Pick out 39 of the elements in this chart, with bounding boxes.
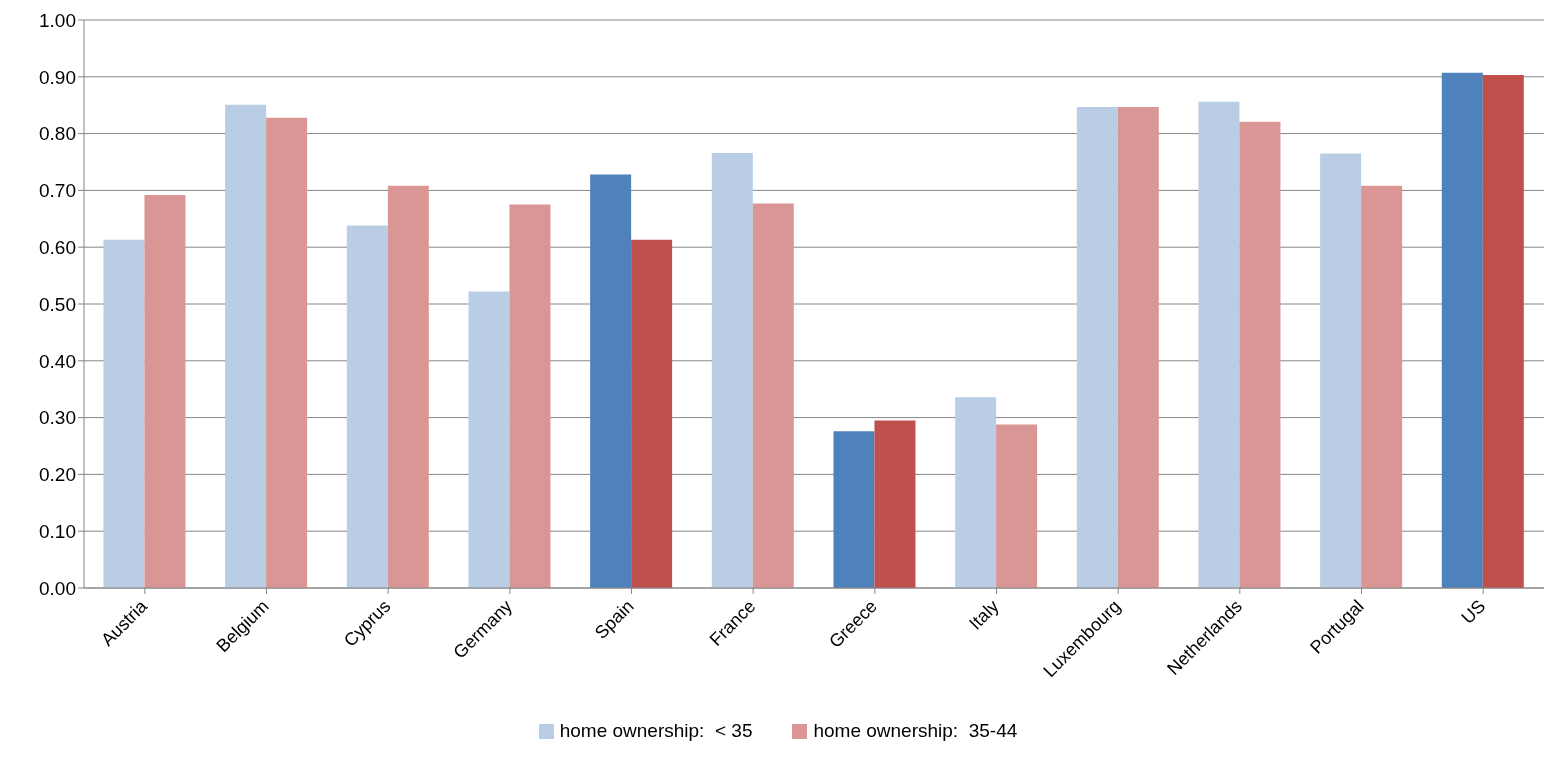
y-tick-label: 0.20 <box>39 464 76 486</box>
bar <box>874 420 916 588</box>
bar <box>711 152 753 588</box>
x-tick-label: Italy <box>965 596 1003 634</box>
bar <box>631 239 673 588</box>
bar <box>509 204 551 588</box>
bar <box>1482 75 1524 588</box>
bar <box>1361 185 1403 588</box>
y-tick-label: 0.50 <box>39 293 76 315</box>
bar <box>1117 106 1159 588</box>
y-tick-label: 0.40 <box>39 350 76 372</box>
bar <box>955 397 997 588</box>
bar <box>1076 106 1118 588</box>
bar <box>752 203 794 588</box>
y-tick-label: 1.00 <box>39 9 76 31</box>
bar <box>1441 72 1483 588</box>
legend-label: home ownership: < 35 <box>559 720 753 742</box>
bar <box>1239 121 1281 588</box>
bar <box>468 291 510 588</box>
y-tick-label: 0.00 <box>39 577 76 599</box>
y-tick-label: 0.30 <box>39 407 76 429</box>
bar <box>346 225 388 588</box>
x-tick-label: US <box>1457 596 1490 628</box>
bar <box>103 239 145 588</box>
y-tick-label: 0.70 <box>39 180 76 202</box>
y-tick-label: 0.60 <box>39 236 76 258</box>
bar <box>1198 101 1240 588</box>
y-tick-label: 0.80 <box>39 123 76 145</box>
bar <box>833 431 875 588</box>
legend-label: home ownership: 35-44 <box>813 720 1018 742</box>
bar <box>225 104 267 588</box>
y-tick-label: 0.10 <box>39 520 76 542</box>
y-tick-label: 0.90 <box>39 66 76 88</box>
bar <box>266 117 308 588</box>
bar <box>1320 153 1362 588</box>
bar <box>590 174 632 588</box>
bar <box>387 185 429 588</box>
bar <box>144 194 186 588</box>
bar <box>996 424 1038 588</box>
